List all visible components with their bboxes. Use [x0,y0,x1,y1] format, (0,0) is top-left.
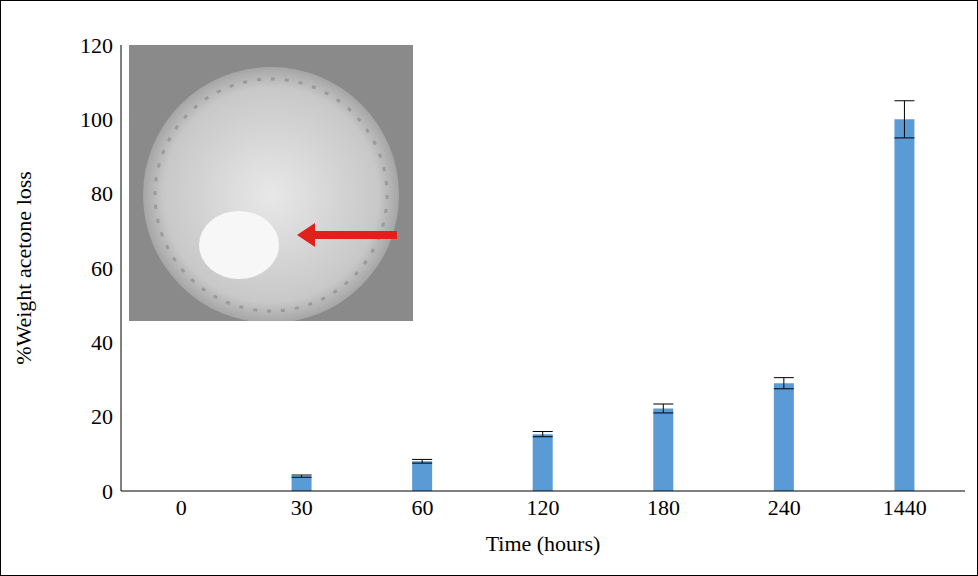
svg-text:100: 100 [80,107,113,132]
svg-text:1440: 1440 [883,495,927,520]
svg-text:20: 20 [91,404,113,429]
svg-text:Time (hours): Time (hours) [486,531,601,556]
svg-text:60: 60 [91,256,113,281]
svg-text:180: 180 [647,495,680,520]
svg-text:0: 0 [102,479,113,504]
svg-text:60: 60 [411,495,433,520]
svg-text:%Weight acetone loss: %Weight acetone loss [11,171,36,365]
svg-text:120: 120 [80,33,113,58]
svg-text:80: 80 [91,181,113,206]
svg-text:240: 240 [768,495,801,520]
svg-text:120: 120 [527,495,560,520]
svg-text:40: 40 [91,330,113,355]
svg-text:30: 30 [291,495,313,520]
svg-text:0: 0 [176,495,187,520]
